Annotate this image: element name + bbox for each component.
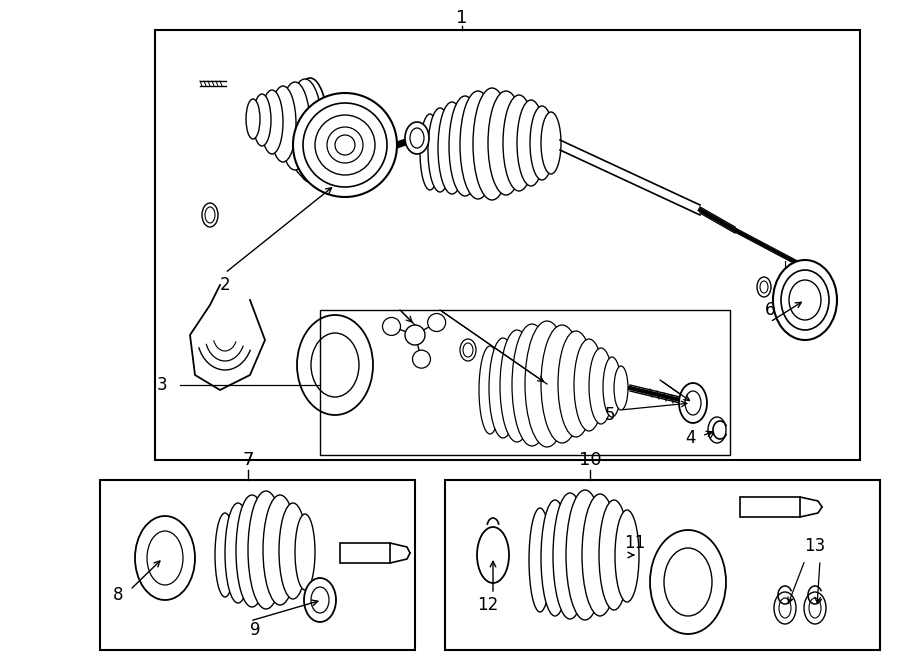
- Text: 7: 7: [242, 451, 254, 469]
- Ellipse shape: [420, 114, 440, 190]
- Ellipse shape: [405, 122, 429, 154]
- Ellipse shape: [541, 112, 561, 174]
- Bar: [100, 480, 415, 650]
- Ellipse shape: [503, 95, 535, 191]
- Ellipse shape: [449, 96, 481, 196]
- Ellipse shape: [311, 333, 359, 397]
- Ellipse shape: [473, 88, 511, 200]
- Ellipse shape: [438, 102, 466, 194]
- Ellipse shape: [304, 578, 336, 622]
- Ellipse shape: [202, 203, 218, 227]
- Ellipse shape: [246, 99, 260, 139]
- Ellipse shape: [599, 500, 629, 610]
- Text: 8: 8: [112, 586, 123, 604]
- Ellipse shape: [603, 357, 621, 417]
- Ellipse shape: [463, 343, 473, 357]
- Ellipse shape: [248, 491, 284, 609]
- Text: 2: 2: [220, 276, 230, 294]
- Ellipse shape: [809, 598, 821, 618]
- Ellipse shape: [517, 100, 545, 186]
- Bar: [740, 497, 800, 517]
- Ellipse shape: [760, 281, 768, 293]
- Ellipse shape: [293, 93, 397, 197]
- Ellipse shape: [553, 493, 587, 619]
- Ellipse shape: [311, 587, 329, 613]
- Ellipse shape: [135, 516, 195, 600]
- Ellipse shape: [615, 510, 639, 602]
- Ellipse shape: [779, 598, 791, 618]
- Ellipse shape: [558, 331, 594, 437]
- Ellipse shape: [460, 91, 496, 199]
- Ellipse shape: [205, 207, 215, 223]
- Ellipse shape: [488, 91, 524, 195]
- Ellipse shape: [512, 324, 552, 446]
- Ellipse shape: [773, 260, 837, 340]
- Ellipse shape: [664, 548, 712, 616]
- Ellipse shape: [530, 106, 554, 180]
- Ellipse shape: [525, 321, 569, 447]
- Bar: [320, 310, 730, 455]
- Ellipse shape: [428, 108, 452, 192]
- Text: 5: 5: [605, 406, 616, 424]
- Ellipse shape: [236, 495, 268, 607]
- Ellipse shape: [460, 339, 476, 361]
- Ellipse shape: [288, 79, 322, 177]
- Ellipse shape: [500, 330, 534, 442]
- Text: 9: 9: [250, 621, 260, 639]
- Ellipse shape: [804, 592, 826, 624]
- Ellipse shape: [757, 277, 771, 297]
- Bar: [340, 543, 390, 563]
- Ellipse shape: [582, 494, 618, 616]
- Ellipse shape: [215, 513, 235, 597]
- Ellipse shape: [477, 527, 509, 583]
- Ellipse shape: [412, 350, 430, 368]
- Ellipse shape: [685, 391, 701, 415]
- Text: 3: 3: [157, 376, 167, 394]
- Ellipse shape: [614, 366, 628, 410]
- Ellipse shape: [263, 495, 297, 605]
- Ellipse shape: [253, 94, 271, 146]
- Ellipse shape: [292, 78, 328, 182]
- Ellipse shape: [225, 503, 251, 603]
- Ellipse shape: [382, 317, 400, 335]
- Ellipse shape: [327, 127, 363, 163]
- Ellipse shape: [303, 103, 387, 187]
- Ellipse shape: [270, 86, 296, 162]
- Ellipse shape: [589, 348, 613, 424]
- Ellipse shape: [529, 508, 551, 612]
- Ellipse shape: [789, 280, 821, 320]
- Ellipse shape: [781, 270, 829, 330]
- Ellipse shape: [410, 128, 424, 148]
- Ellipse shape: [650, 530, 726, 634]
- Ellipse shape: [708, 417, 726, 443]
- Text: 11: 11: [625, 534, 645, 552]
- Text: 1: 1: [456, 9, 468, 27]
- Ellipse shape: [489, 338, 517, 438]
- Ellipse shape: [279, 503, 307, 599]
- Ellipse shape: [428, 313, 446, 332]
- Text: 13: 13: [805, 537, 825, 555]
- Ellipse shape: [574, 339, 604, 431]
- Text: 10: 10: [579, 451, 601, 469]
- Ellipse shape: [479, 346, 501, 434]
- Ellipse shape: [405, 325, 425, 345]
- Ellipse shape: [566, 490, 604, 620]
- Text: 4: 4: [685, 429, 695, 447]
- Ellipse shape: [679, 383, 707, 423]
- Ellipse shape: [335, 135, 355, 155]
- Ellipse shape: [541, 325, 583, 443]
- Ellipse shape: [147, 531, 183, 585]
- Ellipse shape: [261, 90, 283, 154]
- Ellipse shape: [297, 315, 373, 415]
- Bar: [445, 480, 880, 650]
- Ellipse shape: [315, 115, 375, 175]
- Ellipse shape: [774, 592, 796, 624]
- Text: 12: 12: [477, 596, 499, 614]
- Ellipse shape: [280, 82, 310, 170]
- Text: 6: 6: [765, 301, 775, 319]
- Ellipse shape: [541, 500, 569, 616]
- Ellipse shape: [295, 514, 315, 590]
- Bar: [155, 30, 860, 460]
